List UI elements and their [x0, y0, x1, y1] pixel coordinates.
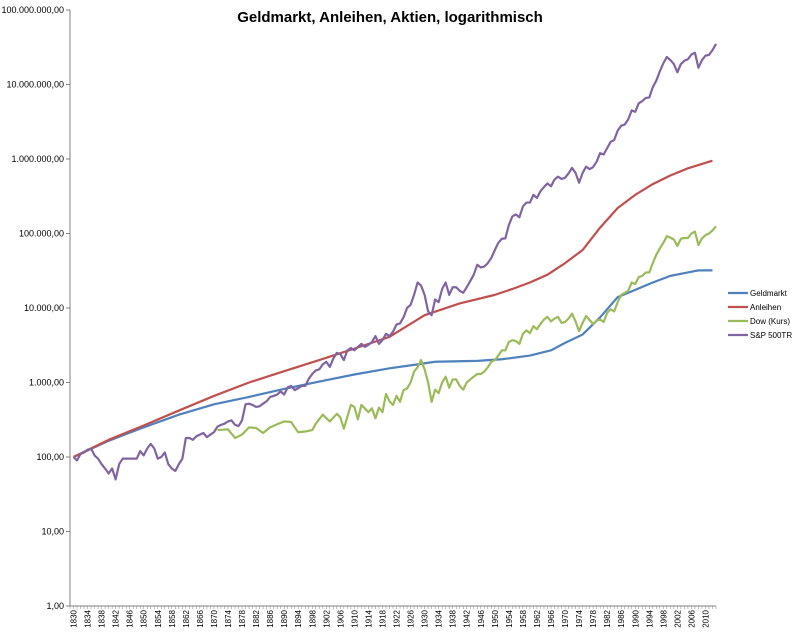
series-layer	[72, 43, 717, 481]
x-tick-label: 1882	[252, 609, 261, 627]
x-tick-label: 1906	[336, 609, 345, 627]
x-tick-label: 1974	[575, 609, 584, 627]
x-tick-label: 1982	[603, 609, 612, 627]
x-tick-label: 2002	[673, 609, 682, 627]
x-tick-label: 1990	[631, 609, 640, 627]
y-tick-label: 1.000.000,00	[11, 154, 64, 164]
x-tick-label: 1910	[350, 609, 359, 627]
x-tick-label: 1954	[505, 609, 514, 627]
y-tick-label: 1,00	[46, 601, 64, 611]
x-tick-label: 1830	[70, 609, 79, 627]
x-tick-label: 1926	[407, 609, 416, 627]
series-line-2	[73, 159, 713, 458]
y-tick-label: 100.000.000,00	[1, 5, 64, 15]
x-tick-label: 1842	[112, 609, 121, 627]
x-tick-label: 1862	[182, 609, 191, 627]
x-tick-label: 1866	[196, 609, 205, 627]
x-tick-label: 1930	[421, 609, 430, 627]
series-line-1	[73, 269, 713, 458]
x-tick-label: 1890	[280, 609, 289, 627]
y-tick-label: 10.000.000,00	[6, 80, 64, 90]
x-tick-label: 1858	[168, 609, 177, 627]
legend: Geldmarkt Anleihen Dow (Kurs) S&P 500TR	[728, 289, 792, 340]
legend-label: Geldmarkt	[750, 289, 788, 298]
x-tick-label: 1878	[238, 609, 247, 627]
x-tick-label: 1994	[645, 609, 654, 627]
x-tick-label: 1986	[617, 609, 626, 627]
x-tick-label: 1938	[449, 609, 458, 627]
y-tick-label: 10,00	[41, 527, 64, 537]
x-tick-label: 1886	[266, 609, 275, 627]
legend-label: S&P 500TR	[750, 331, 792, 340]
x-tick-label: 1950	[491, 609, 500, 627]
x-tick-label: 1854	[154, 609, 163, 627]
x-tick-label: 1942	[463, 609, 472, 627]
y-axis: 1,00 10,00 100,00 1.000,00 10.000,00 100.000,…	[1, 5, 71, 611]
legend-label: Anleihen	[750, 303, 781, 312]
x-tick-label: 1914	[364, 609, 373, 627]
x-tick-label: 1918	[378, 609, 387, 627]
x-tick-label: 2010	[701, 609, 710, 627]
y-tick-label: 100.000,00	[19, 229, 64, 239]
x-tick-label: 1898	[308, 609, 317, 627]
x-tick-label: 1966	[547, 609, 556, 627]
x-tick-label: 1850	[140, 609, 149, 627]
x-tick-label: 1874	[224, 609, 233, 627]
x-tick-label: 1922	[393, 609, 402, 627]
x-tick-label: 1894	[294, 609, 303, 627]
series-line-3	[217, 225, 717, 440]
x-tick-label: 1946	[477, 609, 486, 627]
x-tick-label: 1998	[659, 609, 668, 627]
x-tick-label: 1902	[322, 609, 331, 627]
x-tick-label: 1978	[589, 609, 598, 627]
x-tick-label: 1934	[435, 609, 444, 627]
y-tick-label: 100,00	[36, 452, 64, 462]
series-line-4	[72, 43, 717, 481]
y-tick-label: 1.000,00	[29, 378, 64, 388]
x-tick-label: 1958	[519, 609, 528, 627]
y-tick-label: 10.000,00	[24, 303, 64, 313]
x-tick-label: 1970	[561, 609, 570, 627]
x-tick-label: 1870	[210, 609, 219, 627]
legend-label: Dow (Kurs)	[750, 317, 790, 326]
x-tick-label: 1962	[533, 609, 542, 627]
x-tick-label: 1838	[98, 609, 107, 627]
x-tick-label: 2006	[687, 609, 696, 627]
x-tick-label: 1846	[126, 609, 135, 627]
x-axis: 1830 1834 1838 1842 1846 1850 1854 1858 1862 1866…	[70, 605, 717, 628]
chart-title: Geldmarkt, Anleihen, Aktien, logarithmis…	[237, 9, 543, 26]
x-tick-label: 1834	[84, 609, 93, 627]
